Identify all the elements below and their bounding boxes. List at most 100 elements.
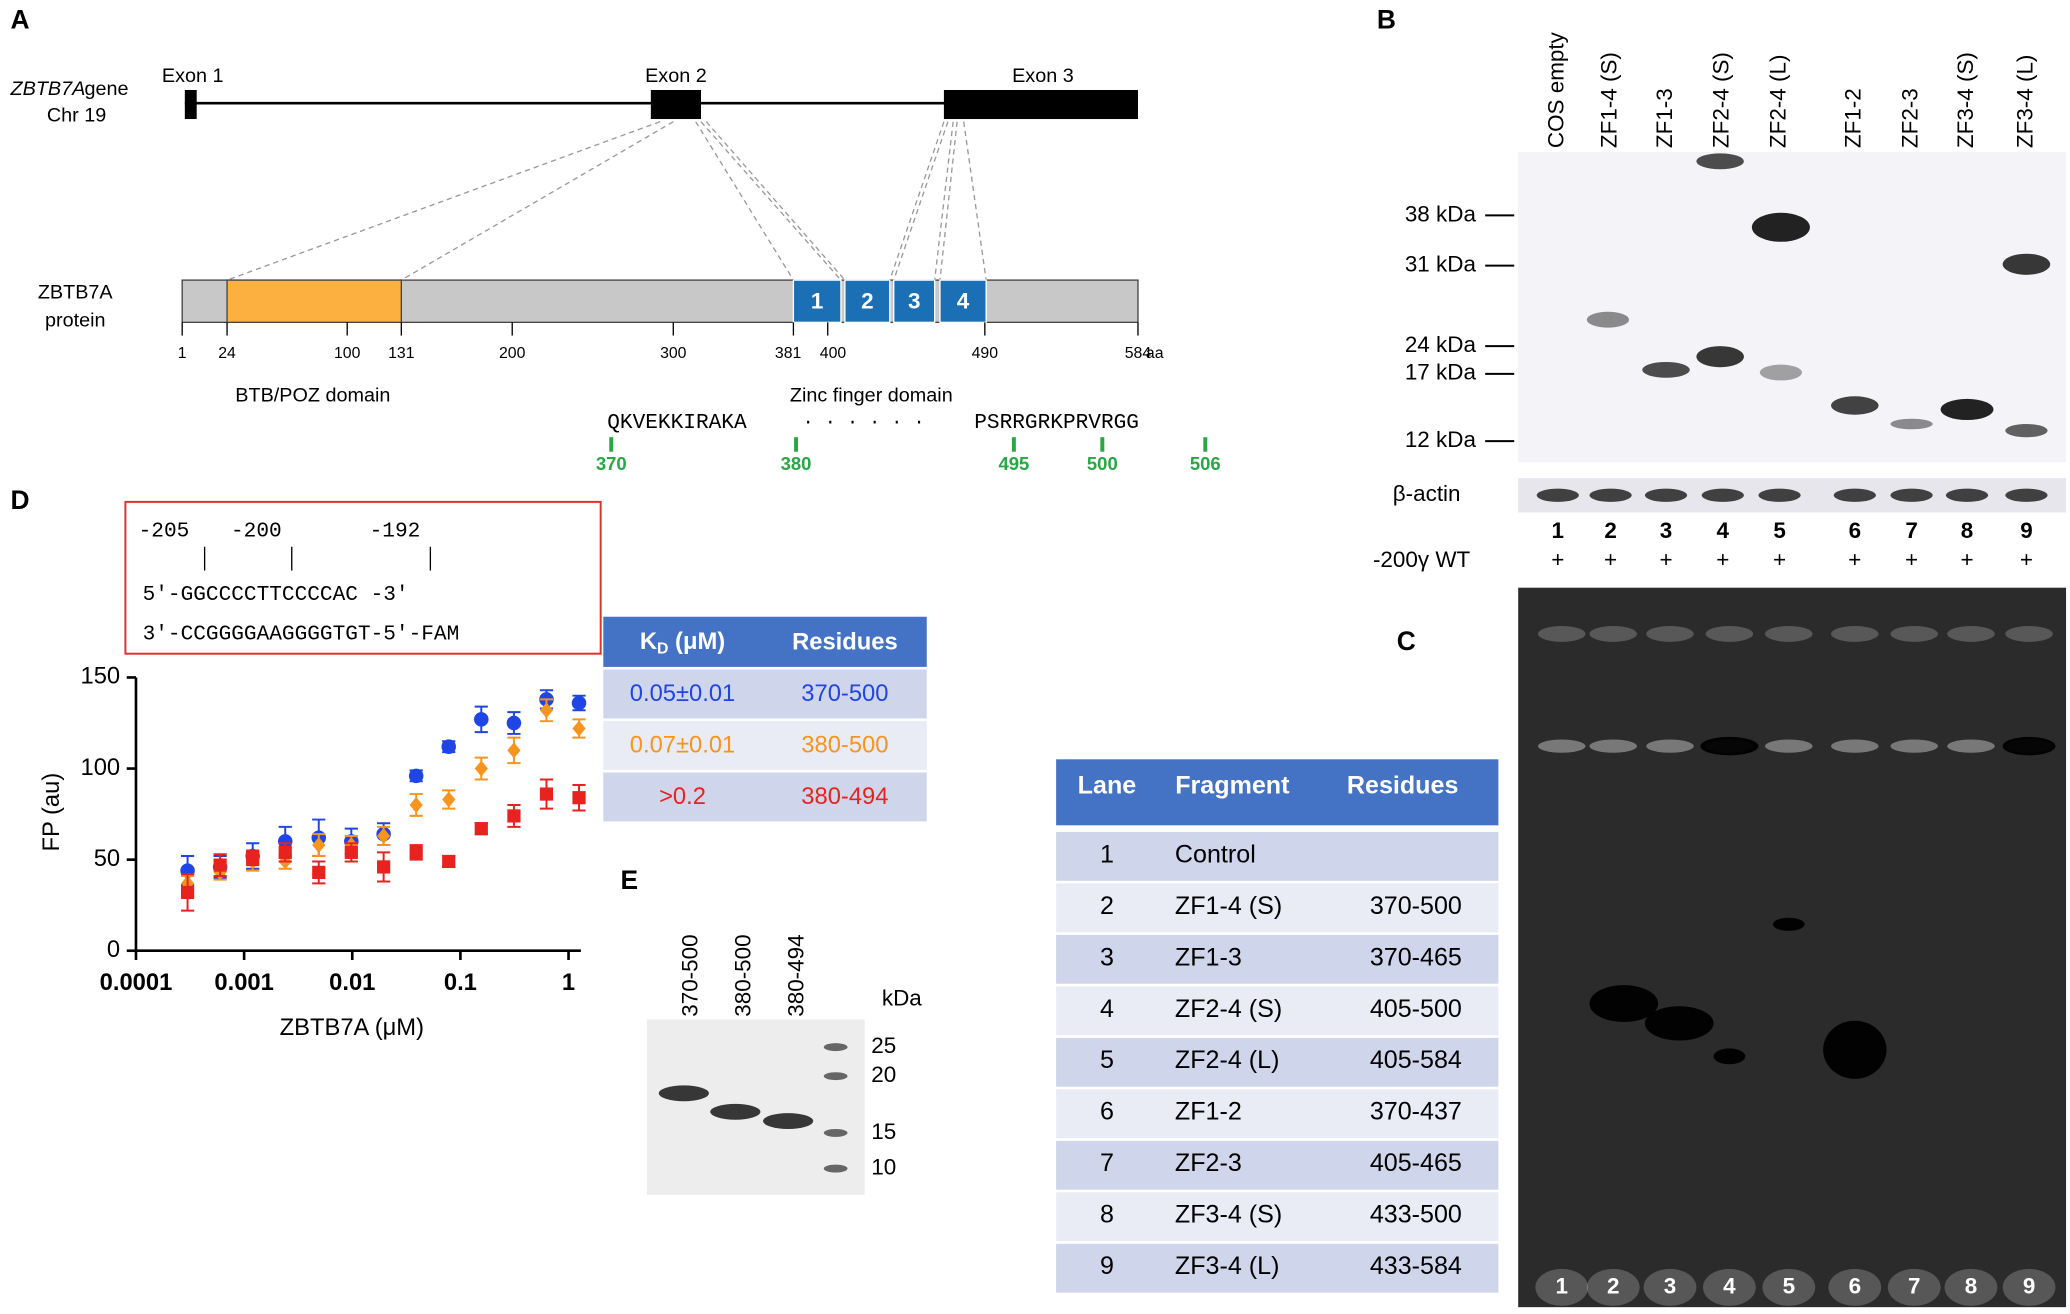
marker-label: 31 kDa [1405,251,1477,276]
band [1696,346,1744,368]
table-cell: 7 [1100,1149,1114,1177]
panel-label: E [620,865,638,895]
data-point [246,851,260,865]
ruler-label: 1 [178,345,187,362]
lane-label: ZF2-4 (L) [1765,55,1790,148]
zinc-finger-label: 3 [908,288,920,313]
sequence: PSRRGRKPRVRGG [974,411,1139,435]
band [2002,1268,2056,1306]
table-cell: ZF1-3 [1175,943,1242,971]
kd-header [603,616,927,667]
data-point [278,845,292,859]
band [1831,739,1879,753]
table-cell: ZF1-4 (S) [1175,892,1282,920]
band [1646,739,1694,753]
data-point [408,768,424,784]
table-cell: 433-584 [1370,1252,1462,1280]
table-row [1056,1089,1499,1139]
table-cell: Control [1175,840,1256,868]
kd-cell: 380-494 [801,783,888,810]
data-point [277,834,293,849]
zinc-finger [844,279,891,324]
table-cell: ZF2-3 [1175,1149,1242,1177]
band [1758,488,1801,502]
band [1828,1268,1882,1306]
data-point [474,760,488,777]
table-cell: ZF3-4 (S) [1175,1201,1282,1229]
panel-label: D [11,485,30,515]
band [1765,625,1813,642]
table-cell: ZF1-2 [1175,1098,1242,1126]
zinc-finger-label: 2 [861,288,873,313]
band [1642,361,1690,378]
ruler-label: 131 [388,345,415,362]
kd-unit: (μM) [668,628,725,655]
lane-number: 6 [1849,518,1861,543]
band [1890,739,1938,753]
probe-label: -200γ WT [1373,547,1471,572]
band [658,1085,709,1102]
band [823,1072,848,1081]
exon-mapping [705,121,846,281]
lane-number: 3 [1660,518,1672,543]
marker-label: 12 kDa [1405,427,1477,452]
table-cell: 405-500 [1370,995,1462,1023]
lane-number: 5 [1783,1273,1795,1298]
band [1702,1268,1756,1306]
residue-label: 380 [781,453,812,474]
band [1643,1268,1697,1306]
band [1890,625,1938,642]
kd-symbol: K [640,628,657,655]
data-point [180,885,195,900]
exon [943,89,1138,120]
lane-number: 1 [1555,1273,1567,1298]
emsa-gel [1518,587,2067,1308]
lane-label: ZF2-3 [1898,88,1923,148]
table-cell: 370-500 [1370,892,1462,920]
data-point [474,712,489,727]
band [1535,1268,1589,1306]
lane-label: ZF2-4 (S) [1709,52,1734,148]
band [1947,739,1995,753]
data-point [507,809,521,823]
ruler-label: 490 [972,345,999,362]
band [1823,1020,1887,1079]
band [710,1103,761,1120]
table-cell: 8 [1100,1201,1114,1229]
probe-added: + [1659,547,1672,572]
y-tick-label: 100 [80,754,120,781]
table-row [1056,831,1499,881]
table-cell: 3 [1100,943,1114,971]
sequence-gap: · · · · · · [803,413,925,434]
data-point [442,854,456,869]
zinc-finger [893,279,936,324]
kd-cell: >0.2 [659,783,706,810]
kd-header-cell: KD (μM) [640,628,725,658]
table-row [1056,934,1499,984]
exon-label: Exon 2 [645,65,707,87]
table-cell: 4 [1100,995,1114,1023]
kd-row [603,772,927,822]
probe-added: + [1960,547,1973,572]
table-cell: ZF3-4 (L) [1175,1252,1280,1280]
band [1589,488,1632,502]
lane-label: COS empty [1544,31,1569,148]
band [2002,736,2056,756]
table-header-cell: Residues [1347,772,1459,800]
band [1537,739,1586,753]
ruler-label: 200 [499,345,526,362]
band [1644,488,1688,502]
band [1713,1048,1746,1065]
zinc-finger-label: 4 [957,288,970,313]
table-row [1056,883,1499,933]
band [1772,917,1805,931]
lane-number: 9 [2020,518,2032,543]
data-point [572,791,586,805]
x-axis-label: ZBTB7A (μM) [280,1014,424,1041]
residue-label: 495 [998,453,1029,474]
band [1831,396,1879,415]
data-point [409,845,423,859]
exon-label: Exon 3 [1012,65,1074,87]
zinc-finger [792,279,842,324]
table-cell: 6 [1100,1098,1114,1126]
